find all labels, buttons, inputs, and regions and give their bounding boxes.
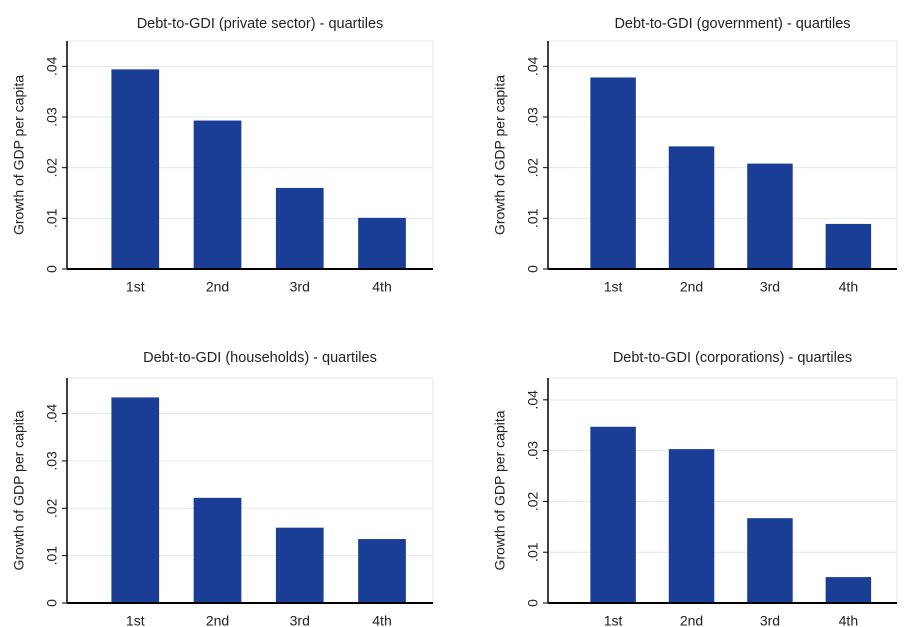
y-tick-label: .02	[44, 498, 60, 518]
y-tick-label: .02	[525, 158, 541, 178]
bar	[358, 217, 406, 269]
x-tick-label: 4th	[372, 279, 391, 295]
chart-title: Debt-to-GDI (corporations) - quartiles	[613, 350, 852, 366]
y-tick-label: .03	[525, 441, 541, 461]
y-tick-label: .04	[44, 56, 60, 76]
bar	[111, 397, 160, 603]
bar	[825, 223, 872, 269]
y-tick-label: .04	[44, 404, 60, 424]
bar	[747, 518, 793, 603]
x-tick-label: 2nd	[206, 279, 229, 295]
bar	[358, 539, 406, 603]
bar	[668, 146, 715, 269]
x-tick-label: 3rd	[760, 279, 780, 295]
x-tick-label: 1st	[126, 279, 145, 295]
chart-title: Debt-to-GDI (private sector) - quartiles	[137, 16, 384, 32]
y-axis-label: Growth of GDP per capita	[492, 75, 508, 235]
y-tick-label: .01	[525, 208, 541, 228]
x-tick-label: 2nd	[206, 613, 229, 627]
y-tick-label: .01	[525, 542, 541, 562]
bar	[590, 77, 636, 269]
bar	[668, 449, 715, 603]
y-axis-label: Growth of GDP per capita	[11, 410, 27, 570]
x-tick-label: 2nd	[680, 613, 703, 627]
y-tick-label: 0	[525, 599, 541, 607]
y-axis-label: Growth of GDP per capita	[492, 410, 508, 570]
bar	[747, 163, 793, 269]
x-tick-label: 1st	[604, 279, 623, 295]
x-tick-label: 4th	[839, 613, 858, 627]
x-tick-label: 3rd	[760, 613, 780, 627]
y-axis-label: Growth of GDP per capita	[11, 75, 27, 235]
x-tick-label: 1st	[126, 613, 145, 627]
y-tick-label: 0	[44, 599, 60, 607]
y-tick-label: 0	[525, 265, 541, 273]
chart-title: Debt-to-GDI (households) - quartiles	[143, 350, 377, 366]
bar	[193, 120, 242, 270]
bar	[825, 577, 872, 603]
y-tick-label: .03	[525, 107, 541, 127]
y-tick-label: .03	[44, 107, 60, 127]
x-tick-label: 4th	[839, 279, 858, 295]
bar	[275, 187, 324, 269]
x-tick-label: 4th	[372, 613, 391, 627]
y-tick-label: 0	[44, 265, 60, 273]
y-tick-label: .01	[44, 546, 60, 566]
y-tick-label: .02	[525, 491, 541, 511]
chart-title: Debt-to-GDI (government) - quartiles	[614, 16, 850, 32]
x-tick-label: 2nd	[680, 279, 703, 295]
bar	[111, 69, 160, 269]
y-tick-label: .04	[525, 56, 541, 76]
y-tick-label: .02	[44, 158, 60, 178]
x-tick-label: 3rd	[290, 613, 310, 627]
y-tick-label: .03	[44, 451, 60, 471]
x-tick-label: 1st	[604, 613, 623, 627]
x-tick-label: 3rd	[290, 279, 310, 295]
y-tick-label: .01	[44, 208, 60, 228]
bar	[275, 527, 324, 603]
y-tick-label: .04	[525, 390, 541, 410]
bar	[193, 497, 242, 603]
bar	[590, 426, 636, 603]
